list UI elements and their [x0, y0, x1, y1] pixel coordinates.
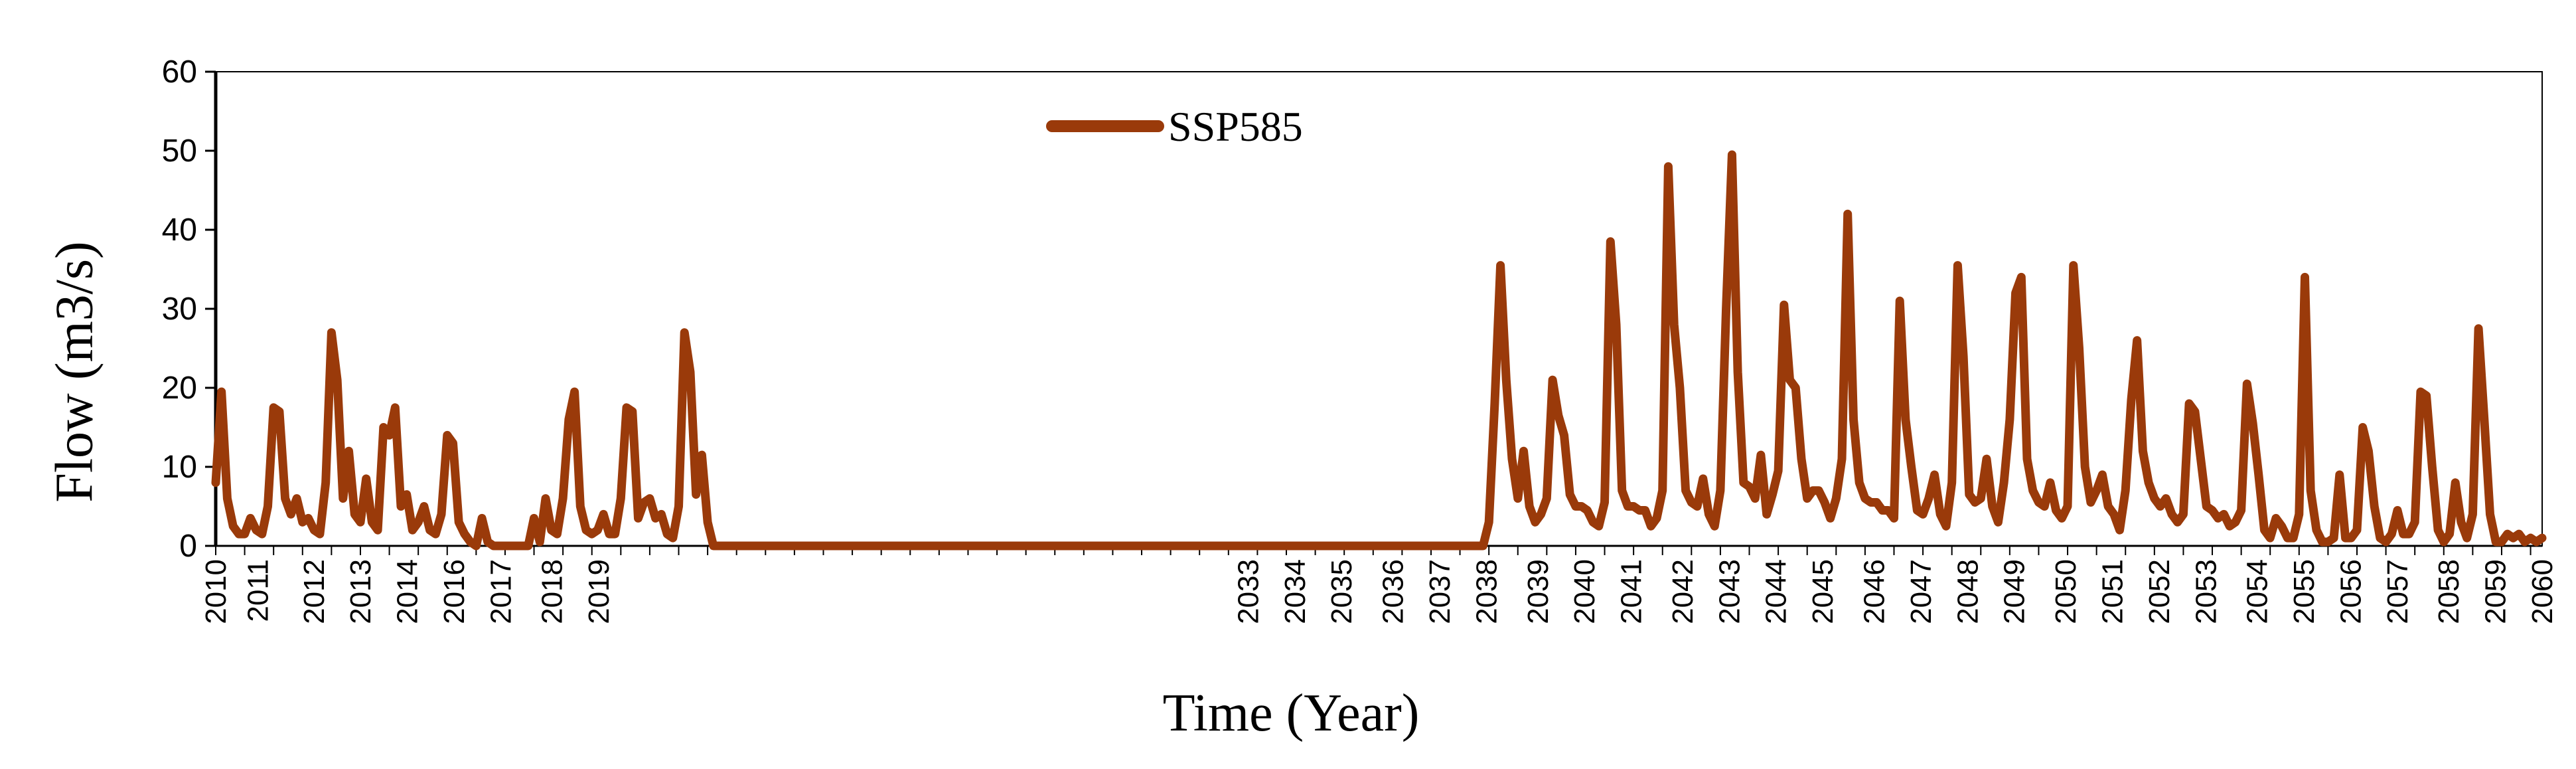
x-tick-label: 2012 — [298, 559, 331, 624]
y-tick-label: 50 — [162, 133, 197, 169]
x-tick-label: 2049 — [1999, 559, 2031, 624]
series-layer — [211, 150, 2547, 551]
x-tick-label: 2019 — [583, 559, 615, 624]
x-tick-label: 2048 — [1951, 559, 1984, 624]
x-tick-label: 2042 — [1667, 559, 1699, 624]
y-axis-title: Flow (m3/s) — [45, 241, 104, 502]
x-tick-label: 2038 — [1470, 559, 1503, 624]
x-tick-label: 2016 — [438, 559, 471, 624]
x-tick-label: 2033 — [1232, 559, 1264, 624]
x-tick-label: 2036 — [1377, 559, 1410, 624]
x-tick-label: 2037 — [1424, 559, 1456, 624]
x-tick-label: 2052 — [2143, 559, 2176, 624]
x-tick-label: 2040 — [1568, 559, 1601, 624]
x-tick-label: 2060 — [2526, 559, 2559, 624]
legend: SSP585 — [1046, 103, 1303, 150]
x-tick-label: 2057 — [2382, 559, 2414, 624]
y-axis: 0 10 20 30 40 50 60 — [162, 54, 216, 564]
y-tick-label: 20 — [162, 371, 197, 406]
x-tick-label: 2050 — [2050, 559, 2082, 624]
x-tick-label: 2035 — [1326, 559, 1358, 624]
x-tick-label: 2045 — [1807, 559, 1839, 624]
y-tick-label: 60 — [162, 54, 197, 90]
x-tick-label: 2051 — [2096, 559, 2129, 624]
y-tick-label: 0 — [179, 529, 197, 564]
x-tick-label: 2056 — [2334, 559, 2367, 624]
x-tick-label: 2013 — [344, 559, 377, 624]
series-line-ssp585 — [211, 150, 2547, 551]
x-tick-label: 2044 — [1760, 559, 1793, 624]
y-tick-label: 10 — [162, 450, 197, 485]
x-tick-label: 2014 — [392, 559, 424, 624]
x-tick-label: 2053 — [2190, 559, 2222, 624]
x-tick-label: 2018 — [536, 559, 569, 624]
x-tick-label: 2017 — [485, 559, 517, 624]
x-tick-label: 2054 — [2241, 559, 2274, 624]
y-tick-label: 30 — [162, 292, 197, 327]
y-tick-label: 40 — [162, 213, 197, 248]
x-tick-label: 2010 — [200, 559, 232, 624]
x-tick-label: 2041 — [1616, 559, 1648, 624]
x-tick-label: 2055 — [2288, 559, 2320, 624]
x-tick-label: 2043 — [1713, 559, 1746, 624]
x-tick-label: 2039 — [1522, 559, 1554, 624]
x-axis-title: Time (Year) — [1163, 684, 1420, 742]
x-tick-label: 2059 — [2480, 559, 2512, 624]
x-tick-label: 2034 — [1279, 559, 1312, 624]
x-tick-label: 2058 — [2433, 559, 2465, 624]
x-tick-label: 2011 — [242, 559, 274, 622]
legend-label: SSP585 — [1168, 103, 1303, 150]
x-tick-label: 2047 — [1905, 559, 1937, 624]
x-tick-label: 2046 — [1858, 559, 1891, 624]
x-axis: 2010 2011 2012 2013 2014 2016 2017 2018 2019 2033… — [200, 545, 2559, 624]
